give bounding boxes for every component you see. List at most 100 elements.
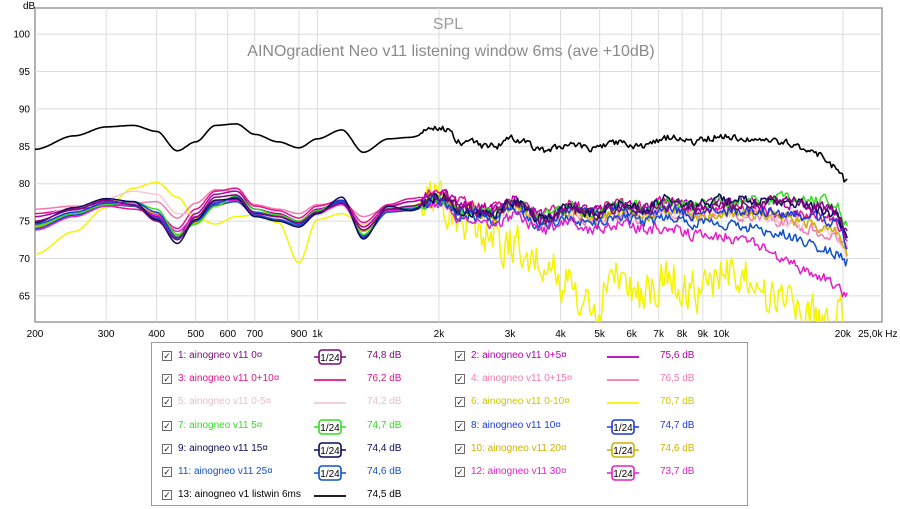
x-tick-label: 10k — [713, 329, 730, 340]
x-tick-label: 25,0k Hz — [858, 329, 897, 340]
legend-level: 75,6 dB — [660, 350, 695, 361]
legend-checkbox[interactable]: ✓ — [455, 351, 465, 361]
y-tick-label: 85 — [19, 142, 31, 153]
legend-label: 6: ainogneo v11 0-10¤ — [471, 396, 570, 408]
legend-label: 5: ainogneo v11 0-5¤ — [178, 396, 272, 408]
legend-swatch: 1/24 — [607, 465, 639, 481]
y-tick-label: 65 — [19, 291, 31, 302]
series-layer — [35, 123, 848, 322]
legend-level: 74,6 dB — [367, 466, 402, 477]
legend-level: 74,7 dB — [660, 419, 695, 431]
legend-label: 9: ainogneo v11 15¤ — [178, 442, 268, 454]
x-tick-label: 1k — [312, 329, 324, 340]
legend-item-1: ✓ 1: ainogneo v11 0¤ 1/24 74,8 dB — [162, 348, 452, 368]
legend-checkbox[interactable]: ✓ — [162, 374, 172, 385]
series-line-11 — [35, 196, 848, 267]
legend-swatch: 1/24 — [314, 465, 346, 481]
x-tick-label: 600 — [219, 329, 236, 340]
legend-checkbox[interactable]: ✓ — [162, 467, 172, 477]
chart-subtitle: AINOgradient Neo v11 listening window 6m… — [247, 43, 654, 60]
y-axis-unit: dB — [23, 1, 36, 12]
x-tick-label: 6k — [626, 329, 638, 340]
legend-checkbox[interactable]: ✓ — [162, 443, 172, 454]
smoothing-label: 1/24 — [320, 423, 340, 434]
legend-label: 4: ainogneo v11 0+15¤ — [471, 373, 573, 385]
legend-label: 13: ainogneo v1 listwin 6ms — [178, 489, 301, 501]
legend-level: 74,5 dB — [367, 489, 402, 501]
legend-swatch: 1/24 — [314, 418, 346, 435]
y-tick-label: 75 — [19, 217, 31, 228]
legend-level: 74,4 dB — [367, 442, 402, 454]
legend-item-9: ✓ 9: ainogneo v11 15¤ 1/24 74,4 dB — [162, 441, 452, 461]
x-tick-label: 700 — [246, 329, 263, 340]
legend: ✓ 1: ainogneo v11 0¤ 1/24 74,8 dB ✓ 2: ainogn… — [151, 342, 748, 506]
legend-level: 74,6 dB — [660, 442, 695, 454]
legend-item-5: ✓ 5: ainogneo v11 0-5¤ 74,2 dB — [162, 394, 452, 414]
legend-swatch — [314, 379, 346, 382]
legend-level: 74,2 dB — [367, 396, 402, 408]
plot-area — [34, 7, 883, 323]
y-tick-label: 80 — [19, 179, 31, 190]
legend-label: 10: ainogneo v11 20¤ — [471, 442, 567, 454]
legend-checkbox[interactable]: ✓ — [162, 351, 172, 361]
legend-item-2: ✓ 2: ainogneo v11 0+5¤ 75,6 dB — [455, 348, 745, 368]
legend-label: 3: ainogneo v11 0+10¤ — [178, 373, 280, 385]
y-tick-label: 70 — [19, 254, 31, 265]
legend-level: 70,7 dB — [660, 396, 695, 408]
legend-swatch: 1/24 — [314, 441, 346, 458]
x-tick-label: 7k — [653, 329, 665, 340]
legend-checkbox[interactable]: ✓ — [455, 420, 465, 431]
series-line-13 — [35, 123, 848, 183]
x-tick-label: 400 — [148, 329, 165, 340]
legend-item-7: ✓ 7: ainogneo v11 5¤ 1/24 74,7 dB — [162, 418, 452, 438]
legend-checkbox[interactable]: ✓ — [162, 490, 172, 501]
legend-label: 12: ainogneo v11 30¤ — [471, 466, 567, 477]
smoothing-label: 1/24 — [613, 446, 633, 457]
legend-item-3: ✓ 3: ainogneo v11 0+10¤ 76,2 dB — [162, 371, 452, 391]
legend-level: 74,7 dB — [367, 419, 402, 431]
smoothing-label: 1/24 — [613, 423, 633, 434]
legend-label: 7: ainogneo v11 5¤ — [178, 419, 263, 431]
x-tick-label: 5k — [594, 329, 606, 340]
legend-level: 76,5 dB — [660, 373, 695, 385]
x-tick-label: 900 — [291, 329, 308, 340]
x-tick-label: 300 — [98, 329, 115, 340]
legend-swatch — [607, 379, 639, 382]
series-line-1 — [35, 193, 848, 241]
x-tick-label: 20k — [835, 329, 852, 340]
legend-level: 74,8 dB — [367, 350, 402, 361]
y-tick-label: 95 — [19, 67, 31, 78]
x-tick-label: 9k — [697, 329, 709, 340]
x-tick-label: 8k — [677, 329, 689, 340]
legend-checkbox[interactable]: ✓ — [162, 397, 172, 408]
legend-item-10: ✓ 10: ainogneo v11 20¤ 1/24 74,6 dB — [455, 441, 745, 461]
y-tick-label: 100 — [13, 30, 30, 41]
legend-checkbox[interactable]: ✓ — [455, 467, 465, 477]
y-tick-label: 90 — [19, 104, 31, 115]
legend-label: 8: ainogneo v11 10¤ — [471, 419, 561, 431]
legend-checkbox[interactable]: ✓ — [162, 420, 172, 431]
legend-swatch — [314, 402, 346, 405]
x-tick-label: 500 — [187, 329, 204, 340]
legend-swatch — [607, 402, 639, 405]
x-tick-label: 4k — [555, 329, 567, 340]
legend-label: 11: ainogneo v11 25¤ — [178, 466, 273, 477]
legend-swatch: 1/24 — [314, 349, 346, 365]
legend-level: 73,7 dB — [660, 466, 695, 477]
legend-level: 76,2 dB — [367, 373, 402, 385]
legend-item-8: ✓ 8: ainogneo v11 10¤ 1/24 74,7 dB — [455, 418, 745, 438]
legend-checkbox[interactable]: ✓ — [455, 374, 465, 385]
legend-checkbox[interactable]: ✓ — [455, 397, 465, 408]
series-line-6 — [35, 180, 844, 322]
y-tick-labels: 65 70 75 80 85 90 95 100 — [13, 30, 30, 303]
legend-swatch: 1/24 — [607, 418, 639, 435]
x-tick-label: 3k — [505, 329, 517, 340]
smoothing-label: 1/24 — [613, 469, 633, 480]
legend-checkbox[interactable]: ✓ — [455, 443, 465, 454]
legend-item-13: ✓ 13: ainogneo v1 listwin 6ms 74,5 dB — [162, 487, 452, 507]
x-tick-labels: 200 300 400 500 600 700 900 1k 2k 3k 4k 5k 6k 7k 8k 9k 1… — [27, 329, 898, 340]
chart-title: SPL — [433, 16, 463, 33]
legend-label: 1: ainogneo v11 0¤ — [178, 350, 263, 361]
smoothing-label: 1/24 — [320, 353, 340, 364]
legend-item-4: ✓ 4: ainogneo v11 0+15¤ 76,5 dB — [455, 371, 745, 391]
